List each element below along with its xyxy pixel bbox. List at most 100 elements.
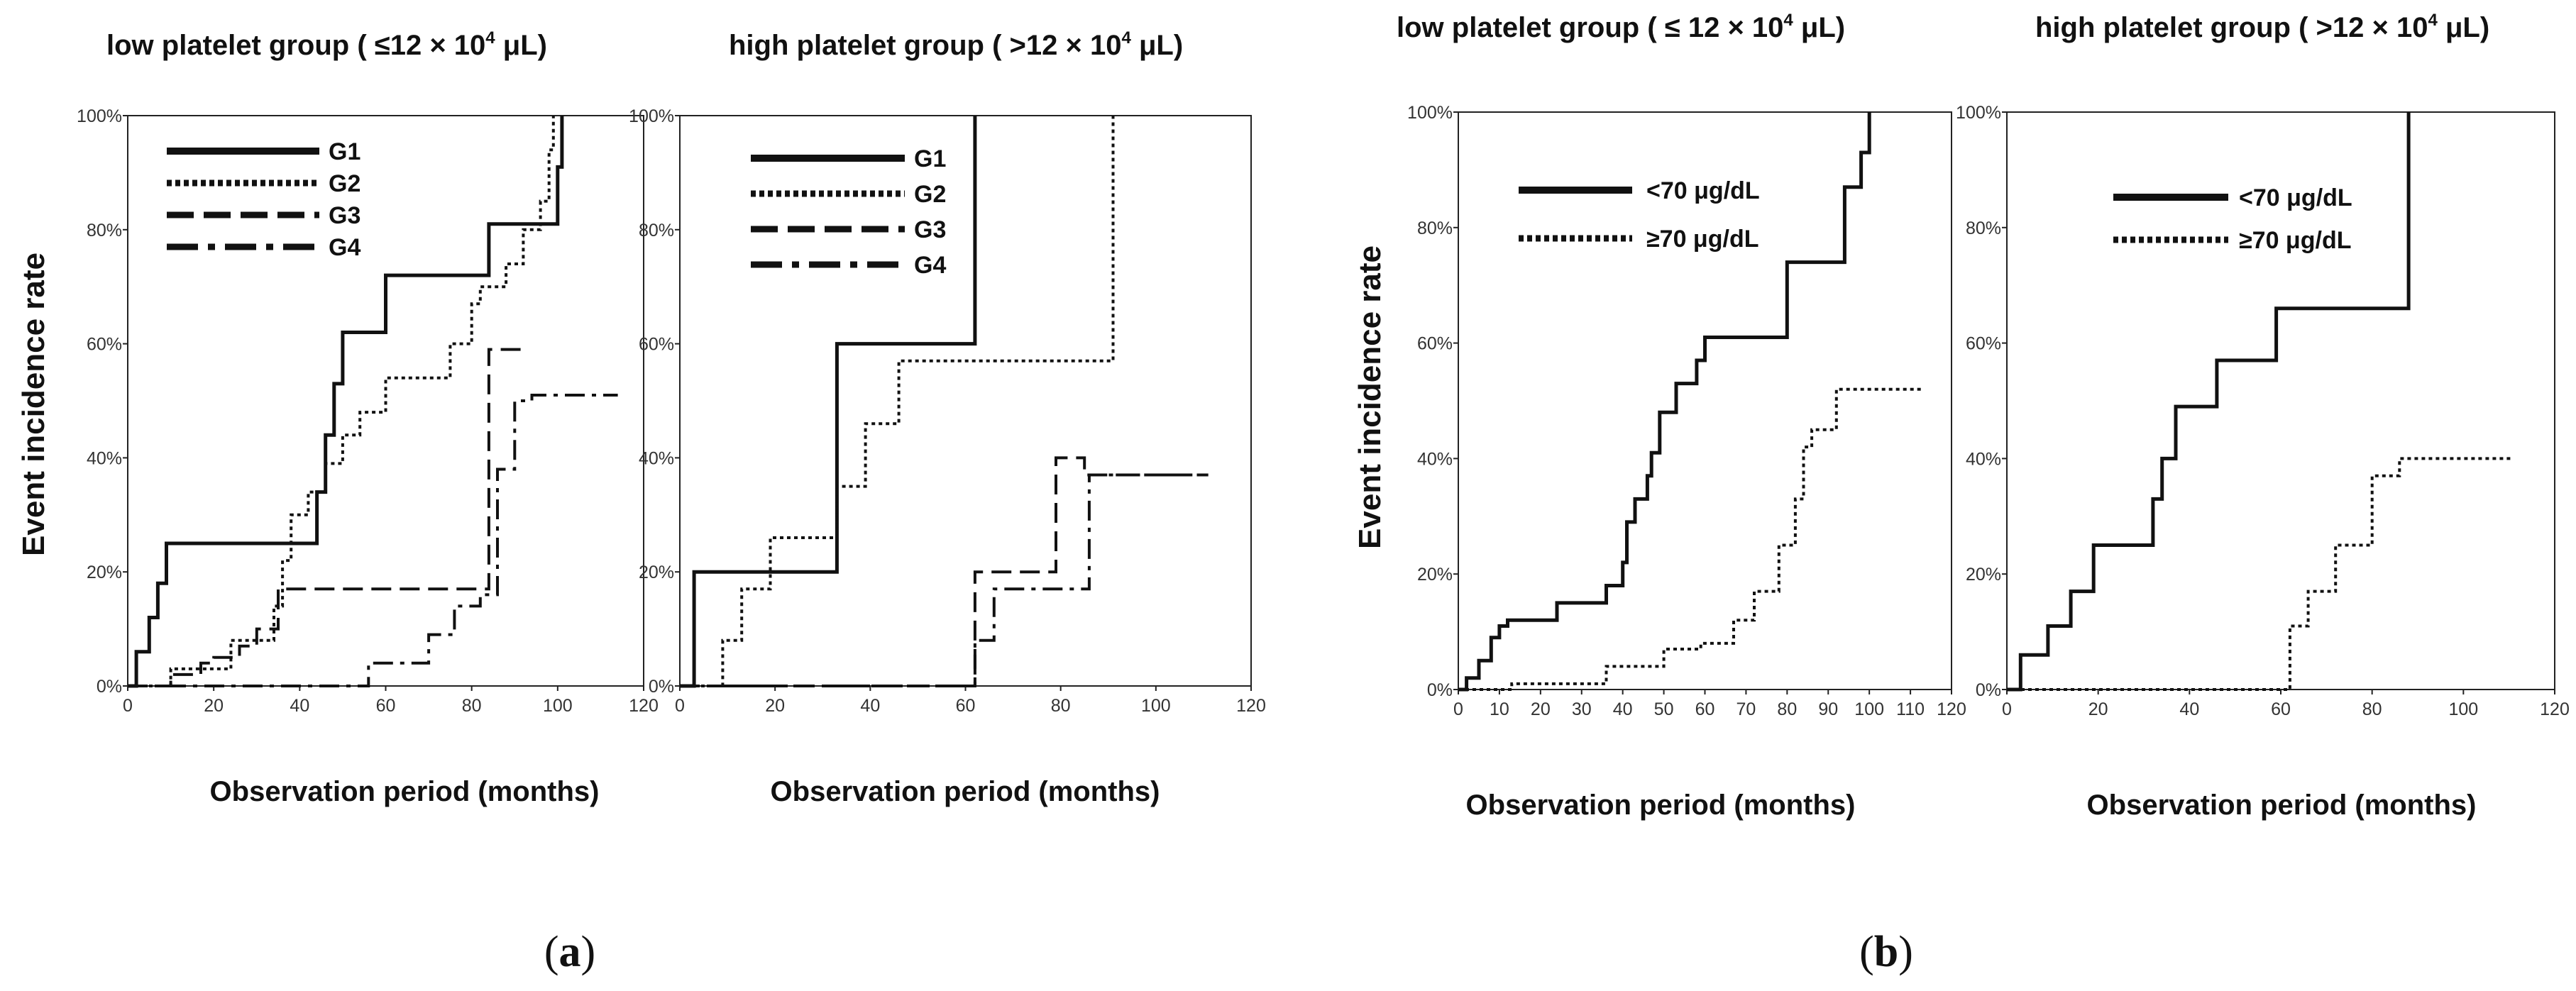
y-tick-label: 80% xyxy=(1966,218,2001,238)
chart-title: low platelet group ( ≤12 × 104 μL) xyxy=(106,28,547,61)
x-tick-label: 40 xyxy=(860,696,880,716)
chart-a-high-platelet: high platelet group ( >12 × 104 μL) 0% 20… xyxy=(629,28,1266,807)
x-tick-label: 80 xyxy=(462,696,482,716)
y-tick-label: 0% xyxy=(1427,680,1453,700)
x-tick-label: 100 xyxy=(543,696,573,716)
y-tick-label: 80% xyxy=(87,221,122,240)
legend-label: G4 xyxy=(914,252,946,279)
y-tick-label: 40% xyxy=(1966,449,2001,469)
series-line xyxy=(680,473,1209,687)
x-tick-label: 40 xyxy=(1613,699,1633,719)
series-line xyxy=(1458,387,1923,691)
x-tick-label: 30 xyxy=(1572,699,1592,719)
x-tick-label: 110 xyxy=(1896,699,1925,719)
x-tick-label: 0 xyxy=(2002,699,2012,719)
x-tick-label: 100 xyxy=(1141,696,1171,716)
x-axis-label: Observation period (months) xyxy=(2087,790,2477,821)
chart-title: high platelet group ( >12 × 104 μL) xyxy=(729,28,1183,61)
y-tick-label: 20% xyxy=(639,563,674,582)
y-axis-label: Event incidence rate xyxy=(1353,245,1387,549)
series-line xyxy=(128,348,524,687)
x-tick-label: 40 xyxy=(2179,699,2199,719)
plot-frame xyxy=(679,115,1252,687)
x-tick-label: 20 xyxy=(2088,699,2108,719)
y-tick-label: 20% xyxy=(87,563,122,582)
legend-label: G2 xyxy=(329,170,360,197)
legend: G1 G2 G3 G4 xyxy=(167,138,360,261)
x-tick-label: 20 xyxy=(1531,699,1551,719)
x-tick-label: 100 xyxy=(2448,699,2478,719)
x-axis-label: Observation period (months) xyxy=(771,776,1160,807)
x-tick-label: 60 xyxy=(2271,699,2291,719)
y-tick-label: 0% xyxy=(97,677,122,697)
y-tick-label: 100% xyxy=(77,106,122,126)
x-tick-label: 120 xyxy=(629,696,659,716)
x-axis-label: Observation period (months) xyxy=(210,776,600,807)
y-tick-label: 60% xyxy=(1417,334,1453,354)
y-tick-label: 100% xyxy=(1407,103,1453,123)
plot-frame xyxy=(127,115,644,687)
legend-label: G1 xyxy=(914,145,946,172)
y-tick-label: 0% xyxy=(1976,680,2001,700)
legend: G1 G2 G3 G4 xyxy=(751,145,946,279)
x-tick-label: 60 xyxy=(956,696,976,716)
y-tick-label: 80% xyxy=(639,221,674,240)
y-tick-label: 60% xyxy=(639,335,674,355)
x-tick-label: 70 xyxy=(1736,699,1756,719)
chart-title: low platelet group ( ≤ 12 × 104 μL) xyxy=(1397,11,1845,43)
plot-area: 0%20%40%60%80%100%0 20 40 60 80 100 120G1G2G3G… xyxy=(629,106,1266,716)
x-tick-label: 100 xyxy=(1854,699,1884,719)
chart-b-high-platelet: high platelet group ( >12 × 104 μL) 0% 20… xyxy=(1956,11,2570,821)
x-tick-label: 50 xyxy=(1654,699,1674,719)
y-tick-label: 40% xyxy=(87,448,122,468)
series-line xyxy=(680,456,1209,687)
legend-label: <70 μg/dL xyxy=(1646,177,1760,204)
legend-label: G2 xyxy=(914,181,946,208)
series-line xyxy=(680,116,977,688)
chart-title: high platelet group ( >12 × 104 μL) xyxy=(2035,11,2489,43)
chart-a-low-platelet: low platelet group ( ≤12 × 104 μL) 0% 20%… xyxy=(16,28,659,807)
x-tick-label: 60 xyxy=(376,696,396,716)
plot-area: 0%20%40%60%80%100%0 20 40 60 80 100 120G1G2G3G… xyxy=(77,106,659,716)
series-line xyxy=(128,394,618,687)
legend-label: G3 xyxy=(329,202,360,229)
y-axis-label: Event incidence rate xyxy=(16,253,51,556)
y-tick-label: 60% xyxy=(87,335,122,355)
x-tick-label: 20 xyxy=(765,696,785,716)
y-tick-label: 20% xyxy=(1417,565,1453,585)
x-tick-label: 20 xyxy=(204,696,224,716)
y-tick-label: 20% xyxy=(1966,565,2001,585)
y-tick-label: 100% xyxy=(1956,103,2001,123)
legend-label: G3 xyxy=(914,216,946,243)
chart-b-low-platelet: low platelet group ( ≤ 12 × 104 μL) 0% 20… xyxy=(1353,11,1966,821)
legend: <70 μg/dL ≥70 μg/dL xyxy=(2113,184,2352,254)
x-tick-label: 40 xyxy=(290,696,309,716)
series-line xyxy=(2007,457,2514,691)
x-tick-label: 80 xyxy=(1051,696,1071,716)
series-line xyxy=(128,116,564,688)
x-tick-label: 120 xyxy=(1236,696,1266,716)
y-tick-label: 40% xyxy=(639,448,674,468)
y-tick-label: 80% xyxy=(1417,218,1453,238)
series-line xyxy=(128,116,555,687)
series-line xyxy=(2007,112,2411,692)
y-tick-label: 40% xyxy=(1417,449,1453,469)
x-tick-label: 90 xyxy=(1818,699,1838,719)
x-tick-label: 0 xyxy=(675,696,685,716)
x-tick-label: 120 xyxy=(1937,699,1966,719)
x-axis-label: Observation period (months) xyxy=(1466,790,1856,821)
legend-label: G4 xyxy=(329,234,360,261)
legend-label: G1 xyxy=(329,138,360,165)
y-tick-label: 60% xyxy=(1966,334,2001,354)
legend-label: <70 μg/dL xyxy=(2239,184,2352,211)
series-line xyxy=(1458,112,1871,692)
panel-label-b: (b) xyxy=(1859,928,1913,976)
x-tick-label: 10 xyxy=(1490,699,1509,719)
legend: <70 μg/dL ≥70 μg/dL xyxy=(1519,177,1760,253)
x-tick-label: 0 xyxy=(1453,699,1463,719)
x-tick-label: 0 xyxy=(123,696,133,716)
plot-area: 0% 20% 40% 60% 80% 100% 0 10 20 30 40 50 60 70 80 90 100… xyxy=(1407,103,1966,719)
y-tick-label: 0% xyxy=(649,677,674,697)
x-tick-label: 120 xyxy=(2540,699,2570,719)
